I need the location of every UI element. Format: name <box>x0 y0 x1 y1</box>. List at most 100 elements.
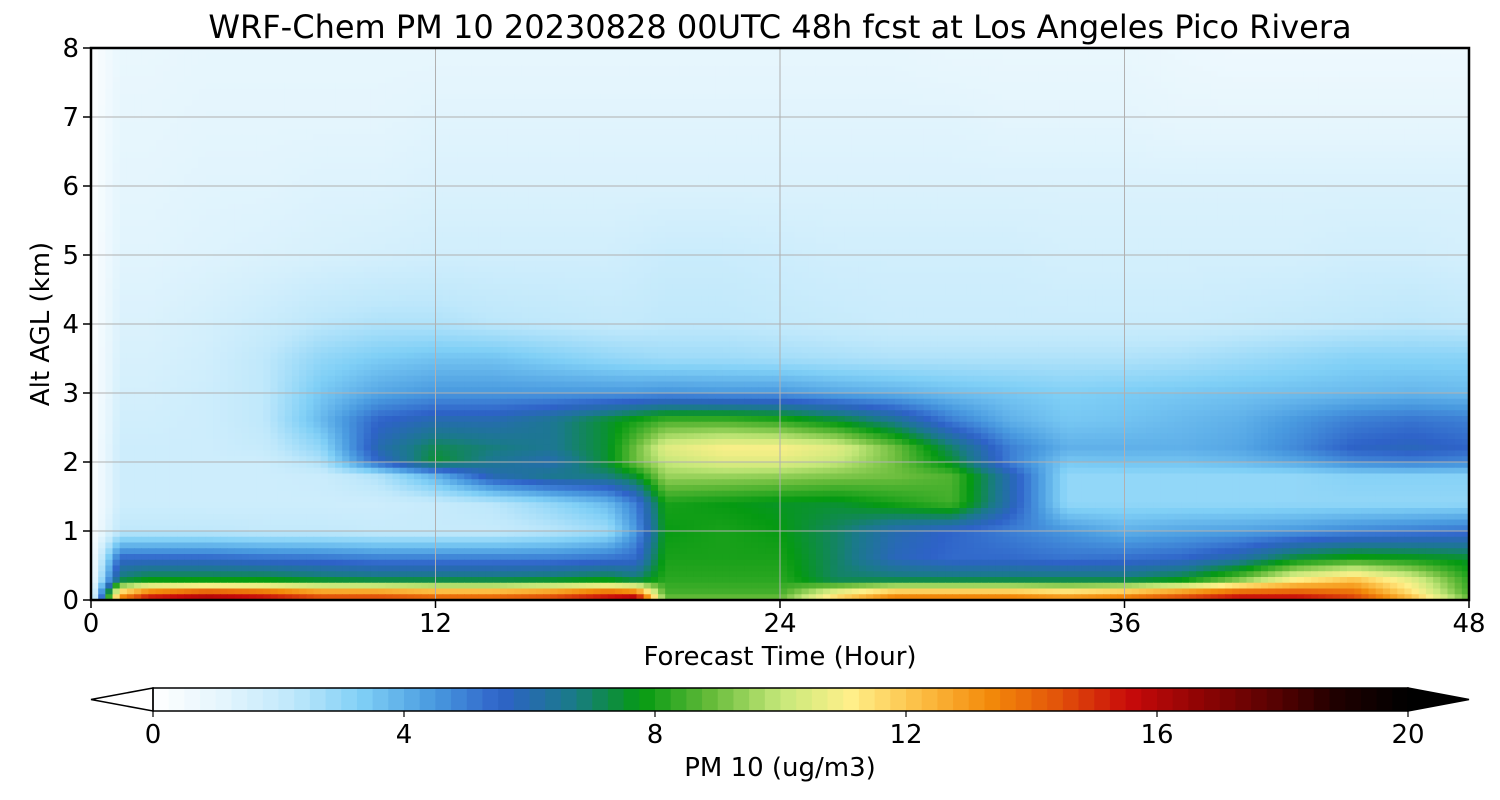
field-cell <box>715 180 724 187</box>
field-cell <box>930 134 939 141</box>
field-cell <box>751 140 760 147</box>
field-cell <box>213 105 221 112</box>
field-cell <box>952 59 961 66</box>
field-cell <box>693 71 702 78</box>
field-cell <box>945 82 953 89</box>
field-cell <box>873 122 882 130</box>
field-cell <box>564 122 573 130</box>
field-cell <box>1346 134 1355 141</box>
field-cell <box>1440 163 1449 170</box>
field-cell <box>492 105 501 112</box>
field-cell <box>1311 186 1319 193</box>
field-cell <box>1081 105 1090 112</box>
field-cell <box>177 140 185 147</box>
field-cell <box>894 168 903 176</box>
field-cell <box>844 134 853 141</box>
field-cell <box>241 151 250 158</box>
field-cell <box>557 65 566 72</box>
field-cell <box>213 186 221 193</box>
field-cell <box>320 105 329 112</box>
field-cell <box>1059 151 1068 158</box>
field-cell <box>162 128 171 135</box>
field-cell <box>413 128 422 135</box>
field-cell <box>1203 59 1212 66</box>
field-cell <box>155 140 164 147</box>
field-cell <box>421 71 429 78</box>
field-cell <box>1461 53 1470 61</box>
field-cell <box>521 174 530 181</box>
field-cell <box>923 186 932 193</box>
field-cell <box>543 140 551 147</box>
field-cell <box>91 157 99 164</box>
field-cell <box>1390 76 1398 84</box>
field-cell <box>1138 191 1147 199</box>
field-cell <box>629 151 638 158</box>
field-cell <box>844 59 853 66</box>
field-cell <box>858 157 867 164</box>
field-cell <box>729 134 738 141</box>
field-cell <box>284 99 293 107</box>
field-cell <box>930 105 939 112</box>
field-cell <box>1433 59 1441 66</box>
field-cell <box>464 163 472 170</box>
field-cell <box>858 76 867 84</box>
field-cell <box>1174 151 1183 158</box>
field-cell <box>952 65 961 72</box>
field-cell <box>1052 163 1061 170</box>
field-cell <box>693 122 702 130</box>
field-cell <box>1275 163 1283 170</box>
field-cell <box>406 82 415 89</box>
field-cell <box>1375 71 1384 78</box>
field-cell <box>557 48 566 55</box>
field-cell <box>435 174 444 181</box>
field-cell <box>1246 59 1255 66</box>
field-cell <box>1002 145 1011 153</box>
field-cell <box>780 186 788 193</box>
field-cell <box>794 140 803 147</box>
field-cell <box>550 76 559 84</box>
field-cell <box>406 186 415 193</box>
field-cell <box>1382 82 1391 89</box>
field-cell <box>148 163 157 170</box>
field-cell <box>1038 105 1047 112</box>
field-cell <box>794 191 803 199</box>
field-cell <box>988 134 996 141</box>
field-cell <box>378 111 386 118</box>
field-cell <box>177 151 185 158</box>
field-cell <box>1339 59 1348 66</box>
field-cell <box>327 128 336 135</box>
field-cell <box>1253 128 1262 135</box>
field-cell <box>378 174 386 181</box>
field-cell <box>1325 88 1334 95</box>
field-cell <box>643 180 652 187</box>
field-cell <box>902 174 910 181</box>
field-cell <box>622 128 630 135</box>
field-cell <box>1002 71 1011 78</box>
field-cell <box>234 163 243 170</box>
field-cell <box>356 105 365 112</box>
field-cell <box>256 174 264 181</box>
field-cell <box>1239 191 1248 199</box>
field-cell <box>356 53 365 61</box>
field-cell <box>880 59 889 66</box>
field-cell <box>1059 168 1068 176</box>
field-cell <box>686 145 695 153</box>
field-cell <box>1203 186 1212 193</box>
field-cell <box>234 99 243 107</box>
field-cell <box>614 53 623 61</box>
field-cell <box>1016 99 1025 107</box>
field-cell <box>1339 99 1348 107</box>
field-cell <box>507 174 516 181</box>
field-cell <box>421 105 429 112</box>
field-cell <box>837 174 846 181</box>
field-cell <box>514 71 523 78</box>
field-cell <box>758 180 767 187</box>
field-cell <box>1189 191 1197 199</box>
field-cell <box>1102 99 1111 107</box>
field-cell <box>1117 174 1126 181</box>
field-cell <box>184 53 193 61</box>
field-cell <box>213 145 221 153</box>
field-cell <box>1361 157 1370 164</box>
field-cell <box>988 174 996 181</box>
field-cell <box>622 157 630 164</box>
